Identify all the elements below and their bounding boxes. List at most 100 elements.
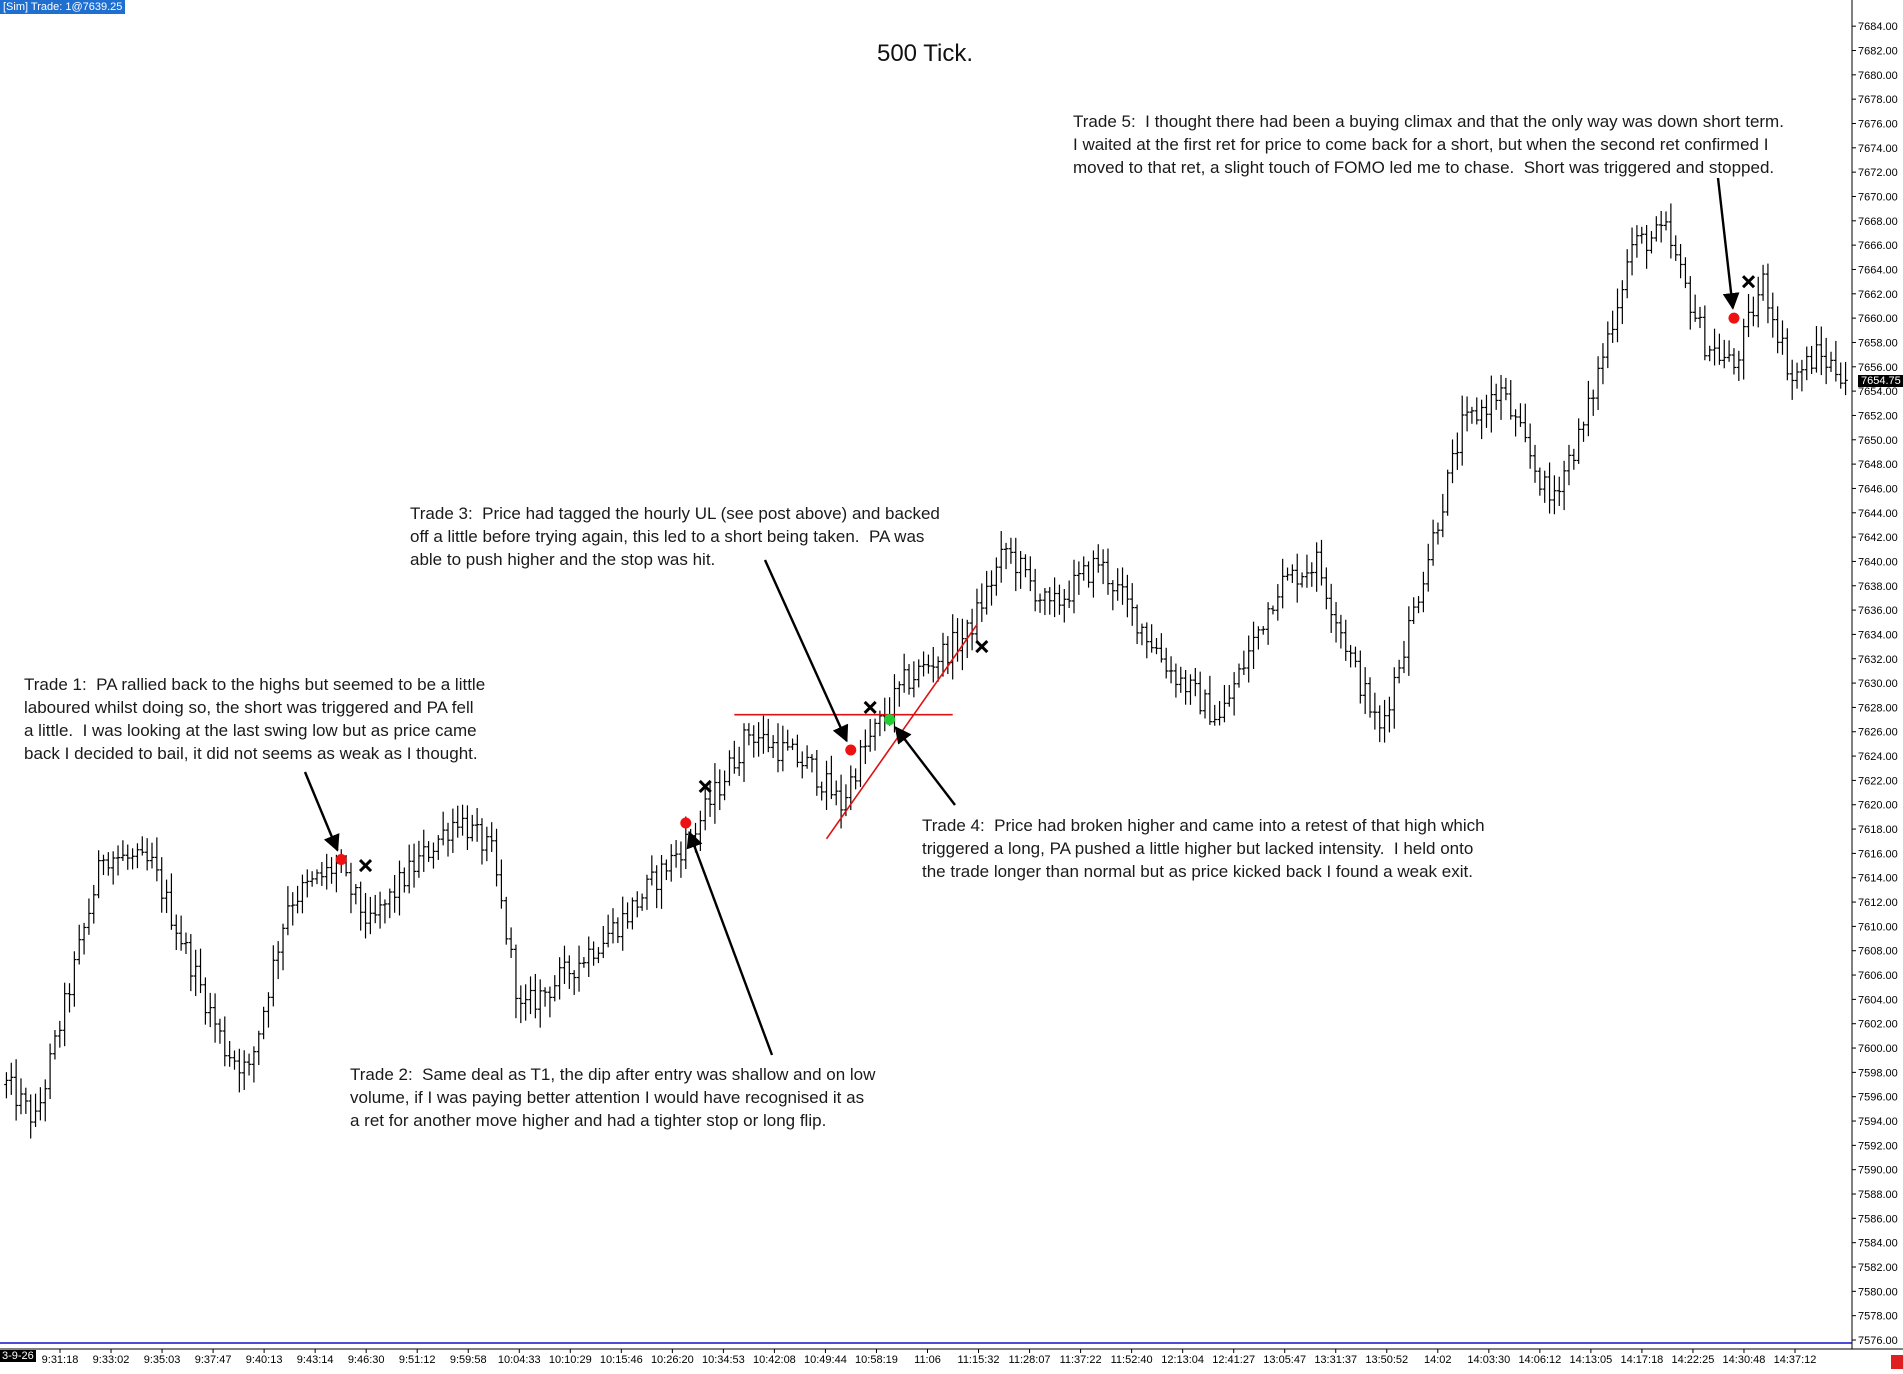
ohlc-bar <box>1032 568 1038 612</box>
ohlc-bar <box>140 836 145 856</box>
ohlc-bar <box>382 899 388 924</box>
y-tick-label: 7606.00 <box>1858 970 1898 982</box>
ohlc-bar <box>1338 614 1344 649</box>
ohlc-bar <box>154 837 160 882</box>
ohlc-bar <box>479 818 485 865</box>
annotation-trade-2: Trade 2: Same deal as T1, the dip after … <box>350 1065 876 1130</box>
ohlc-bar <box>756 722 761 757</box>
ohlc-bar <box>989 570 994 606</box>
ohlc-bar <box>586 936 591 977</box>
ohlc-bar <box>1401 640 1407 674</box>
ohlc-bar <box>106 852 111 876</box>
x-tick-label: 14:37:12 <box>1774 1354 1817 1366</box>
x-tick-label: 10:34:53 <box>702 1354 745 1366</box>
ohlc-bar <box>863 729 868 765</box>
ohlc-bar <box>1508 380 1513 420</box>
sim-trade-badge[interactable]: [Sim] Trade: 1@7639.25 <box>0 0 126 14</box>
ohlc-bar <box>377 891 383 929</box>
ohlc-bar <box>1532 444 1538 483</box>
drawn-levels <box>734 624 978 840</box>
ohlc-bar <box>1421 571 1426 613</box>
ohlc-bar <box>426 841 431 862</box>
ohlc-bar <box>275 941 281 980</box>
ohlc-bar <box>193 949 198 997</box>
ohlc-bar <box>1110 580 1116 611</box>
ohlc-bar <box>770 735 776 759</box>
annotation-trade-1: Trade 1: PA rallied back to the highs bu… <box>24 675 486 763</box>
ohlc-bar <box>1751 296 1756 327</box>
x-tick-label: 9:46:30 <box>348 1354 385 1366</box>
ohlc-bar <box>1610 310 1615 343</box>
ohlc-bar <box>1348 645 1353 668</box>
entry-dot-icon <box>680 817 692 829</box>
ohlc-bar <box>1658 210 1664 243</box>
ohlc-bar <box>1828 351 1834 372</box>
y-tick-label: 7644.00 <box>1858 508 1898 520</box>
ohlc-bar <box>1261 626 1266 635</box>
ohlc-bar <box>707 781 713 817</box>
exit-x-mark-icon <box>863 700 877 714</box>
y-tick-label: 7656.00 <box>1858 362 1898 374</box>
ohlc-bar <box>581 957 587 968</box>
ohlc-bar <box>1702 305 1708 361</box>
y-tick-label: 7628.00 <box>1858 702 1898 714</box>
ohlc-bar <box>43 1079 48 1122</box>
ohlc-bar <box>867 718 873 752</box>
ohlc-bar <box>1746 294 1751 338</box>
ohlc-bar <box>1634 225 1640 258</box>
ohlc-bar <box>1008 537 1014 564</box>
ohlc-bar <box>935 656 941 682</box>
ohlc-bar <box>470 814 475 842</box>
ohlc-bar <box>834 780 839 806</box>
ohlc-bar <box>562 945 567 985</box>
ohlc-bar <box>780 725 786 772</box>
y-tick-label: 7652.00 <box>1858 410 1898 422</box>
y-tick-label: 7676.00 <box>1858 118 1898 130</box>
ohlc-bar <box>1673 235 1678 261</box>
ohlc-bar <box>33 1093 38 1128</box>
ohlc-bar <box>1654 216 1659 242</box>
ohlc-bar <box>242 1050 247 1090</box>
ohlc-bar <box>1571 448 1577 470</box>
x-tick-label: 14:30:48 <box>1723 1354 1766 1366</box>
ohlc-bar <box>57 1020 63 1048</box>
pointer-arrow-icon <box>303 771 340 852</box>
ohlc-bar <box>800 751 805 779</box>
y-tick-label: 7596.00 <box>1858 1092 1898 1104</box>
ohlc-bar <box>1503 377 1509 401</box>
ohlc-bar <box>1086 561 1091 588</box>
status-corner <box>1891 1355 1903 1369</box>
ohlc-bar <box>630 897 635 930</box>
ohlc-bar <box>1236 663 1242 688</box>
ohlc-bar <box>436 835 441 860</box>
x-tick-label: 10:10:29 <box>549 1354 592 1366</box>
ohlc-bar <box>814 749 820 796</box>
ohlc-bar <box>911 661 917 698</box>
ohlc-bar <box>368 896 373 935</box>
x-tick-label: 11:28:07 <box>1009 1354 1051 1366</box>
x-tick-label: 10:42:08 <box>753 1354 796 1366</box>
ohlc-bar <box>52 1030 58 1060</box>
ohlc-bar <box>300 874 305 914</box>
ohlc-bar <box>1445 469 1450 516</box>
ohlc-bar <box>1071 559 1077 614</box>
x-tick-label: 11:15:32 <box>958 1354 1000 1366</box>
ohlc-bar <box>1319 539 1324 586</box>
y-tick-label: 7588.00 <box>1858 1189 1898 1201</box>
ohlc-bar <box>1188 674 1193 705</box>
exit-x-mark-icon <box>358 858 373 873</box>
ohlc-bar <box>460 804 465 836</box>
ohlc-bar <box>1581 421 1586 442</box>
ohlc-bar <box>1411 597 1416 624</box>
y-tick-label: 7684.00 <box>1858 21 1898 33</box>
y-tick-label: 7654.00 <box>1858 386 1898 398</box>
ohlc-bar <box>824 760 829 811</box>
x-tick-label: 10:58:19 <box>855 1354 898 1366</box>
y-tick-label: 7612.00 <box>1858 897 1898 909</box>
y-tick-label: 7648.00 <box>1858 459 1898 471</box>
x-tick-label: 9:51:12 <box>399 1354 436 1366</box>
exit-x-mark-icon <box>1741 275 1756 289</box>
